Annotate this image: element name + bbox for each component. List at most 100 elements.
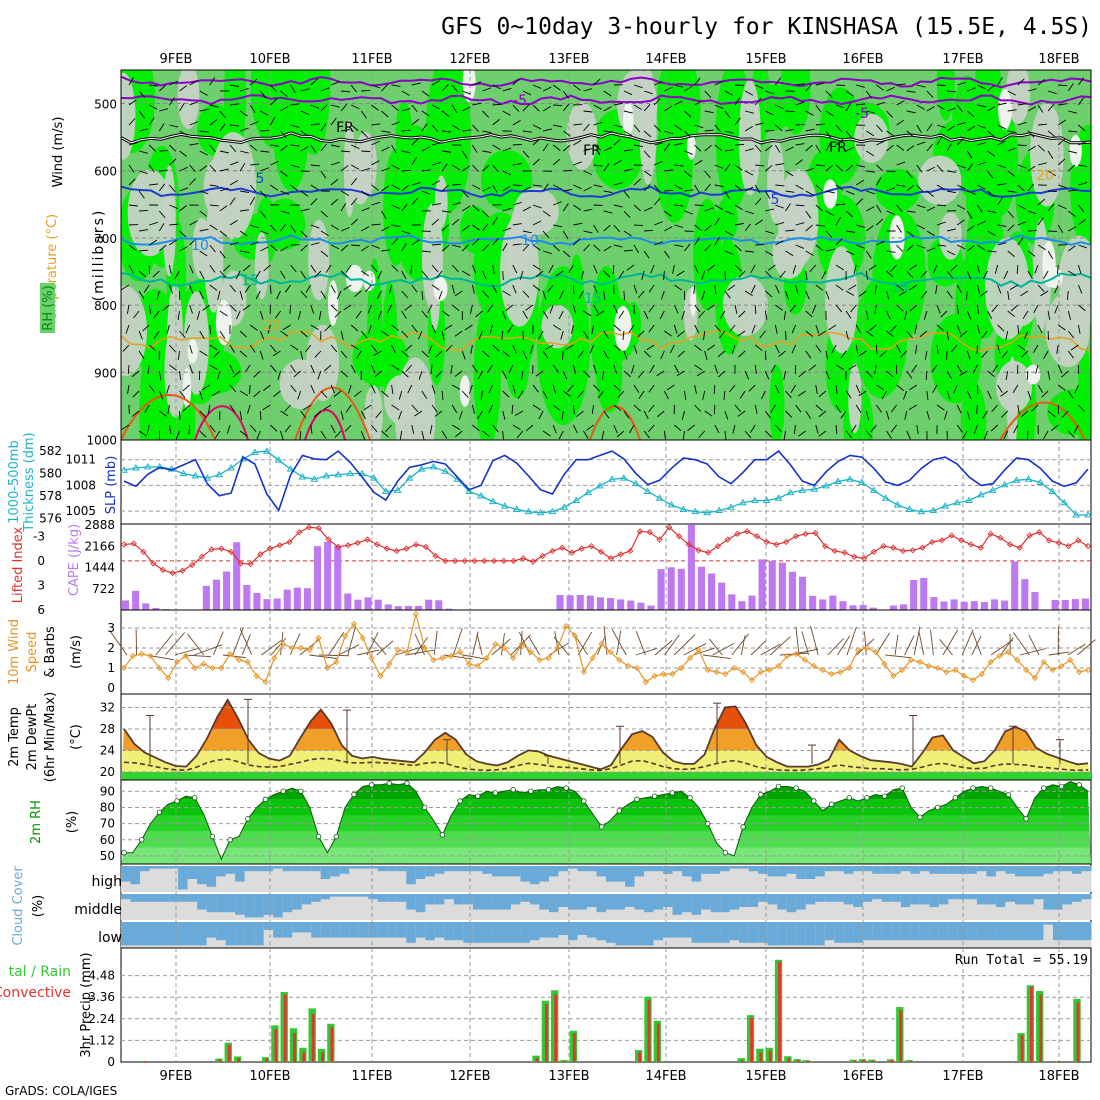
wind-barb	[451, 218, 460, 226]
wind-barb	[404, 344, 413, 352]
cloud-cell	[853, 894, 864, 907]
thickness-point	[655, 494, 664, 501]
cloud-cell	[625, 922, 636, 946]
cape-bar	[394, 606, 402, 610]
cape-label: CAPE (J/kg)	[67, 524, 82, 596]
wind-barb	[821, 270, 827, 280]
cloud-cell	[282, 866, 293, 872]
wind-barb	[783, 310, 786, 320]
rh-low-region	[383, 375, 418, 425]
cloud-cell	[758, 894, 769, 902]
wind-barb	[886, 410, 890, 420]
wind-barb	[263, 264, 271, 272]
wind-barb	[795, 83, 805, 86]
wind-barb	[552, 384, 557, 394]
cloud-cell	[206, 866, 217, 887]
wind-barb	[765, 130, 775, 132]
wind-barb	[532, 84, 542, 89]
wind-barb	[684, 85, 693, 92]
wind-barb	[492, 184, 498, 193]
wind-barb	[320, 230, 329, 237]
wind-barb	[350, 324, 359, 332]
cloud-cell	[948, 866, 959, 874]
wind-barb	[593, 144, 602, 151]
wind-barb	[340, 330, 344, 340]
rh-point	[439, 832, 446, 838]
lifted-index-point	[159, 566, 167, 574]
wind-barb	[876, 140, 885, 146]
wind-barb	[770, 404, 776, 413]
wind-speed-point	[395, 646, 402, 654]
wind-barb	[876, 124, 883, 132]
wind-barb	[330, 104, 340, 108]
wind-barb	[558, 430, 564, 440]
wind-speed-point	[996, 652, 1003, 660]
wind-barb	[775, 424, 782, 433]
surface-barb	[1000, 637, 1014, 656]
wind-barb	[455, 430, 463, 438]
cape-bar	[253, 592, 261, 610]
wind-barb	[351, 144, 360, 150]
cape-bar	[202, 585, 210, 610]
cape-bar	[1061, 599, 1069, 610]
cloud-cell-bg	[140, 866, 151, 892]
wind-barb	[630, 364, 635, 374]
wind-barb	[653, 184, 661, 193]
cloud-cell	[1062, 894, 1073, 905]
thickness-point	[405, 474, 414, 481]
wind-barb	[935, 284, 938, 294]
wind-barb	[677, 350, 685, 358]
thickness-point	[429, 462, 438, 470]
wind-barb	[401, 310, 407, 319]
wind-barb	[622, 330, 625, 340]
wind-barb	[865, 270, 869, 280]
cloud-cell	[491, 894, 502, 910]
wind-barb	[677, 330, 685, 337]
wind-barb	[724, 270, 726, 281]
wind-barb	[522, 206, 532, 212]
wind-barb	[785, 250, 794, 257]
wind-barb	[909, 264, 918, 271]
rh-low-region	[1045, 292, 1090, 368]
cloud-cell	[1005, 866, 1016, 874]
cloud-cell	[805, 894, 816, 905]
wind-barb	[698, 310, 706, 318]
rh-point	[687, 795, 693, 801]
wind-speed-point	[483, 654, 490, 662]
wind-speed-point	[837, 668, 844, 676]
wind-barb	[401, 184, 409, 192]
cloud-cell	[606, 922, 617, 943]
rh-point	[722, 849, 729, 856]
wind-barb	[429, 424, 433, 434]
wind-barb	[305, 284, 312, 293]
wind-barb	[179, 85, 187, 92]
cloud-cell	[948, 894, 959, 900]
precip-convective-bar	[227, 1044, 231, 1062]
isotherm-label: 10	[191, 238, 209, 254]
wind-barb	[1047, 203, 1055, 212]
wind-barb	[320, 250, 329, 257]
wind-barb	[189, 238, 197, 246]
wind-barb	[1058, 204, 1067, 210]
cloud-cell-bg	[758, 866, 769, 892]
wind-barb	[578, 290, 584, 299]
wind-barb	[663, 143, 670, 152]
wind-barb	[577, 390, 584, 398]
wind-barb	[547, 284, 554, 293]
wind-barb	[623, 190, 630, 199]
wind-barb	[967, 87, 976, 92]
wind-barb	[1078, 219, 1086, 226]
slp-tick: 1008	[65, 478, 96, 492]
wind-speed-point	[288, 644, 296, 652]
wind-barb	[853, 264, 857, 274]
wind-barb	[617, 390, 625, 398]
cloud-cell	[558, 866, 569, 872]
wind-barb	[674, 364, 680, 374]
wind-speed-point	[854, 646, 862, 654]
cloud-cell-bg	[986, 894, 997, 920]
wind-barb	[310, 164, 320, 167]
wind-barb	[997, 102, 1007, 106]
wind-barb	[997, 197, 1003, 206]
wind-barb	[340, 227, 350, 232]
cloud-cell	[472, 866, 483, 872]
